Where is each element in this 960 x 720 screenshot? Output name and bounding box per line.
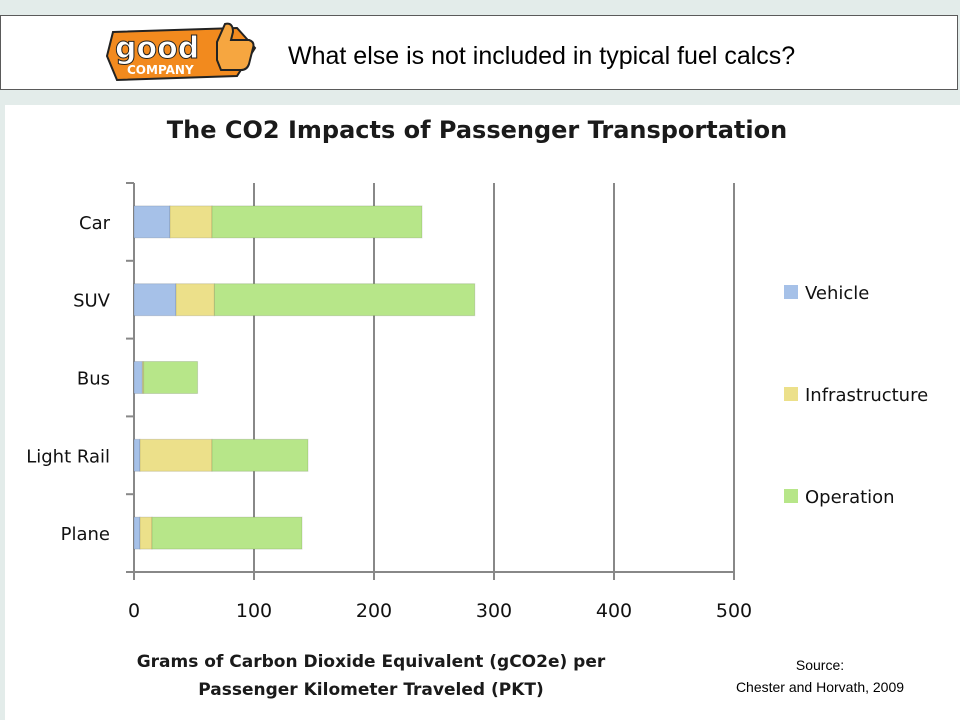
bar-segment: [139, 438, 213, 472]
bar-segment: [151, 516, 303, 550]
logo-text-company: COMPANY: [127, 63, 194, 77]
x-tick-label: 200: [356, 600, 392, 622]
x-tick-label: 500: [716, 600, 752, 622]
legend-label: Infrastructure: [805, 385, 928, 406]
y-tick-label: Light Rail: [26, 446, 110, 467]
bar-segment: [175, 283, 215, 317]
bar-segment: [133, 205, 171, 239]
x-tick-label: 100: [236, 600, 272, 622]
bar-segment: [133, 283, 177, 317]
y-tick-label: Plane: [61, 524, 110, 545]
x-axis-label-line-1: Grams of Carbon Dioxide Equivalent (gCO2…: [136, 652, 606, 672]
bar-segment: [213, 283, 476, 317]
chart-title: The CO2 Impacts of Passenger Transportat…: [166, 116, 788, 144]
x-axis-label-line-2: Passenger Kilometer Traveled (PKT): [198, 680, 544, 700]
bar-segment: [133, 361, 143, 394]
y-tick-label: Bus: [77, 369, 110, 390]
bar-segment: [133, 438, 141, 472]
source-citation: Source: Chester and Horvath, 2009: [700, 654, 940, 698]
bar-segment: [141, 361, 145, 394]
bar-segment: [211, 205, 423, 239]
source-reference: Chester and Horvath, 2009: [735, 679, 905, 695]
x-tick-label: 300: [476, 600, 512, 622]
legend-label: Operation: [805, 487, 895, 508]
source-label: Source:: [795, 657, 845, 673]
x-tick-label: 0: [128, 600, 140, 622]
bar-segment: [211, 438, 309, 472]
y-tick-label: SUV: [73, 291, 111, 312]
bar-segment: [133, 516, 141, 550]
logo-text-good: good: [115, 31, 199, 66]
bar-segment: [143, 361, 199, 394]
legend-swatch: [784, 387, 798, 401]
slide-header: good COMPANY What else is not included i…: [0, 15, 958, 90]
x-axis-label: Grams of Carbon Dioxide Equivalent (gCO2…: [136, 648, 606, 704]
legend-swatch: [784, 285, 798, 299]
thumbs-up-icon: [216, 22, 255, 71]
legend-swatch: [784, 489, 798, 503]
y-tick-label: Car: [79, 213, 111, 234]
bar-segment: [139, 516, 153, 550]
bar-segment: [169, 205, 213, 239]
good-company-logo: good COMPANY: [105, 22, 257, 82]
x-tick-label: 400: [596, 600, 632, 622]
page-title: What else is not included in typical fue…: [288, 42, 796, 70]
legend-label: Vehicle: [805, 283, 869, 304]
